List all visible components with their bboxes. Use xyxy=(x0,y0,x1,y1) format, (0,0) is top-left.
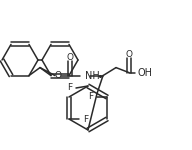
Text: NH: NH xyxy=(85,71,100,81)
Text: OH: OH xyxy=(138,68,153,78)
Text: F: F xyxy=(67,84,72,93)
Text: F: F xyxy=(83,114,88,123)
Text: O: O xyxy=(55,71,61,80)
Text: O: O xyxy=(126,50,132,59)
Text: O: O xyxy=(66,53,74,62)
Text: F: F xyxy=(88,93,93,102)
